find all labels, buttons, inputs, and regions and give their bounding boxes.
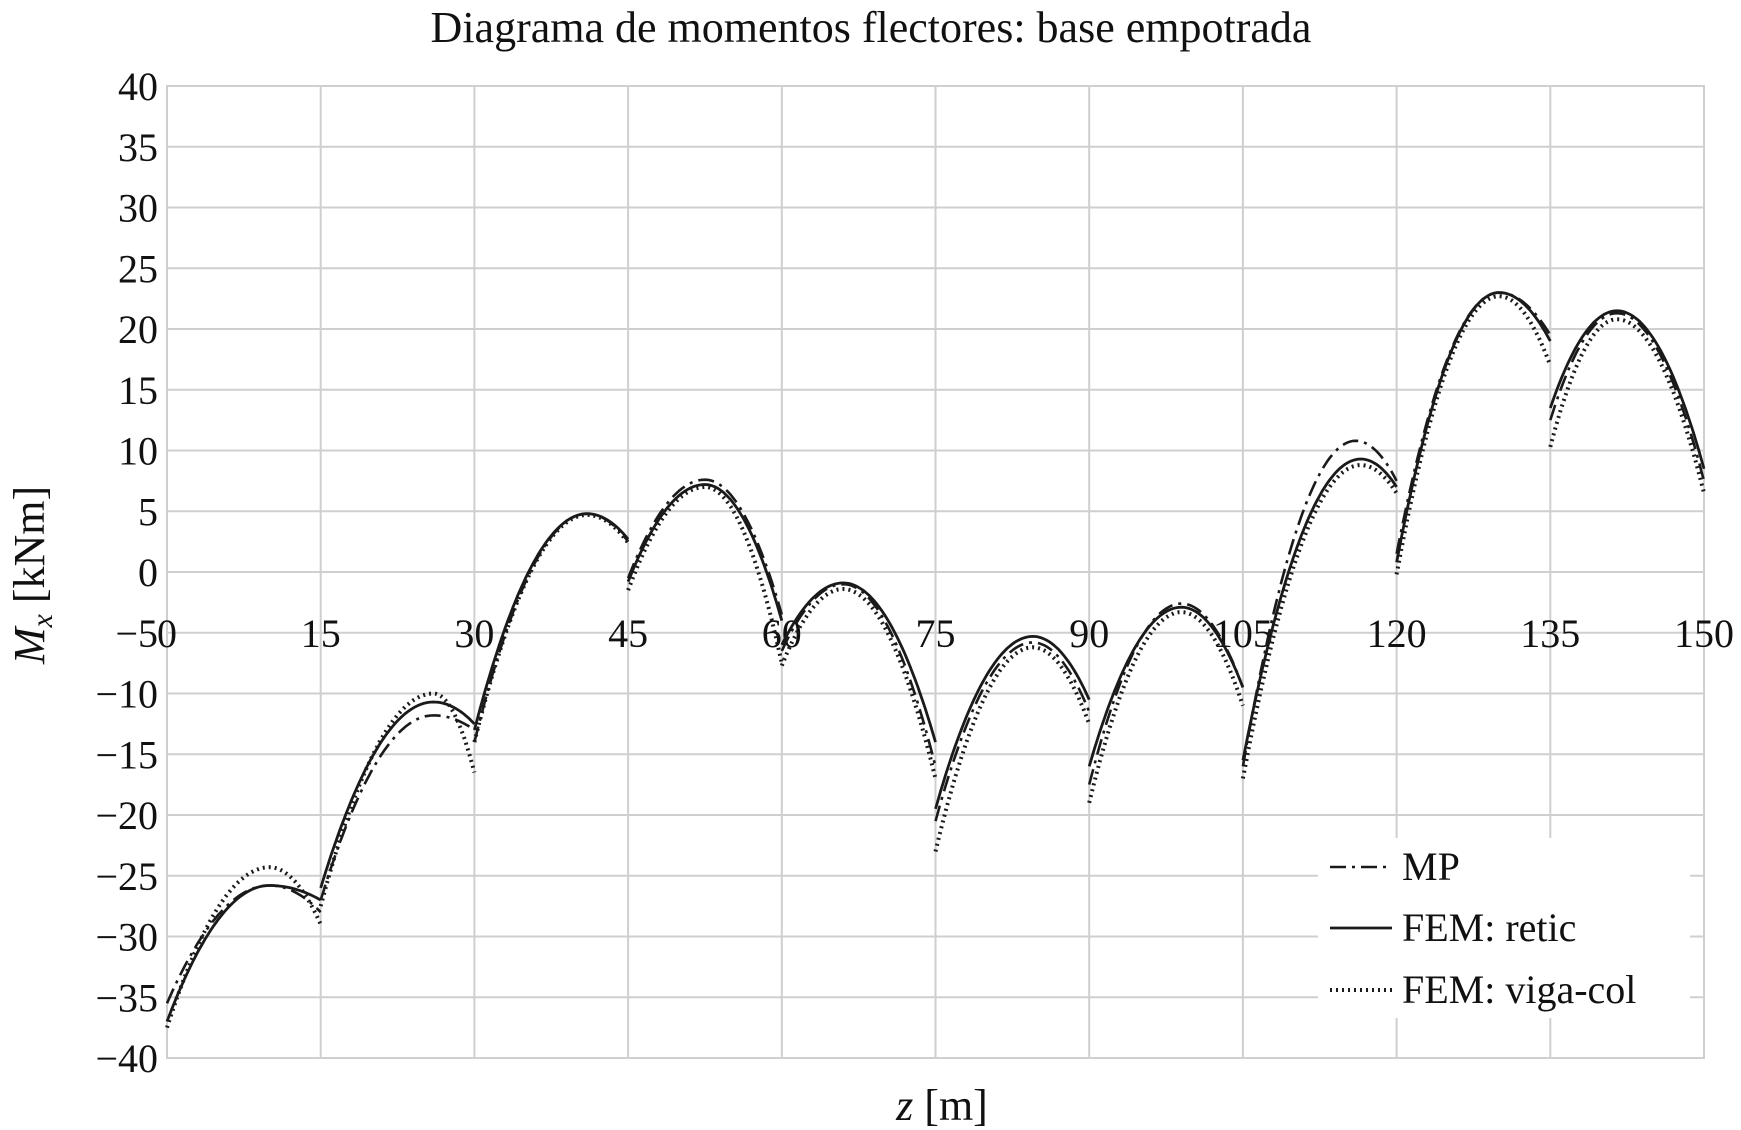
series-line-segment bbox=[319, 714, 476, 901]
x-tick-label: 135 bbox=[1520, 611, 1580, 656]
y-tick-label: −10 bbox=[95, 672, 158, 717]
series-line-segment bbox=[1240, 463, 1399, 779]
legend-label: FEM: retic bbox=[1402, 905, 1576, 950]
x-tick-label: 120 bbox=[1367, 611, 1427, 656]
series-line-segment bbox=[1087, 605, 1245, 767]
series-line-segment bbox=[1549, 311, 1706, 482]
y-tick-label: −20 bbox=[95, 793, 158, 838]
series-line-segment bbox=[626, 478, 784, 615]
series-group bbox=[165, 294, 1706, 1029]
series-line-segment bbox=[473, 512, 630, 743]
y-axis-label-var: M bbox=[5, 625, 54, 665]
y-tick-label: −30 bbox=[95, 915, 158, 960]
y-tick-label: 30 bbox=[118, 186, 158, 231]
x-axis-label: z [m] bbox=[895, 1081, 988, 1130]
series-line-segment bbox=[934, 634, 1091, 810]
y-tick-label: 5 bbox=[138, 489, 158, 534]
x-tick-label: 105 bbox=[1213, 611, 1273, 656]
series-line-segment bbox=[472, 512, 630, 743]
series-line-segment bbox=[473, 512, 630, 731]
x-tick-label: 30 bbox=[454, 611, 494, 656]
legend-label: FEM: viga-col bbox=[1402, 967, 1636, 1012]
series-line-segment bbox=[1395, 291, 1552, 555]
series-line-segment bbox=[165, 865, 323, 1029]
y-axis-label-sub: x bbox=[26, 613, 59, 628]
series-line-segment bbox=[319, 700, 476, 889]
x-axis-label-var: z bbox=[895, 1081, 913, 1130]
y-tick-label: 25 bbox=[118, 246, 158, 291]
legend-label: MP bbox=[1402, 844, 1460, 889]
series-line-segment bbox=[626, 483, 784, 621]
y-axis-label-unit: [kNm] bbox=[5, 486, 54, 614]
series-line-segment bbox=[1241, 457, 1398, 761]
x-tick-labels: 0 15 30 45 60 75 90 105 120 135 150 bbox=[157, 611, 1734, 656]
chart-title: Diagrama de momentos flectores: base emp… bbox=[431, 3, 1312, 52]
series-lines bbox=[165, 291, 1706, 1029]
y-tick-label: 0 bbox=[138, 550, 158, 595]
x-tick-label: 150 bbox=[1674, 611, 1734, 656]
y-tick-label: 10 bbox=[118, 429, 158, 474]
y-tick-label: −40 bbox=[95, 1036, 158, 1081]
x-tick-label: 90 bbox=[1069, 611, 1109, 656]
y-tick-label: 20 bbox=[118, 307, 158, 352]
series-line-segment bbox=[1395, 291, 1552, 563]
y-tick-labels: 40 35 30 25 20 15 10 5 0 −5 −10 −15 −20 −25 −30 −35 −40 bbox=[95, 64, 158, 1081]
y-tick-label: −25 bbox=[95, 854, 158, 899]
y-tick-label: −35 bbox=[95, 975, 158, 1020]
x-tick-label: 15 bbox=[301, 611, 341, 656]
series-line-segment bbox=[1548, 309, 1706, 470]
series-line-segment bbox=[165, 884, 322, 1023]
y-tick-label: −15 bbox=[95, 732, 158, 777]
x-tick-label: 75 bbox=[916, 611, 956, 656]
y-axis-label: Mx [kNm] bbox=[5, 486, 59, 665]
series-line-segment bbox=[1241, 439, 1398, 767]
series-line-segment bbox=[318, 691, 477, 907]
series-line-segment bbox=[626, 484, 784, 664]
series-group bbox=[165, 291, 1706, 1023]
x-axis-label-unit: [m] bbox=[913, 1081, 988, 1130]
series-line-segment bbox=[934, 641, 1091, 822]
plot-border bbox=[166, 85, 1705, 1059]
y-tick-label: 35 bbox=[118, 125, 158, 170]
y-tick-label: −5 bbox=[115, 611, 158, 656]
series-line-segment bbox=[165, 884, 322, 1004]
x-tick-label: 0 bbox=[157, 611, 177, 656]
y-tick-label: 40 bbox=[118, 64, 158, 109]
series-line-segment bbox=[1394, 294, 1553, 575]
y-tick-label: 15 bbox=[118, 368, 158, 413]
series-line-segment bbox=[933, 645, 1092, 852]
x-tick-label: 45 bbox=[608, 611, 648, 656]
series-line-segment bbox=[780, 581, 937, 743]
legend: MP FEM: retic FEM: viga-col bbox=[1318, 838, 1690, 1018]
